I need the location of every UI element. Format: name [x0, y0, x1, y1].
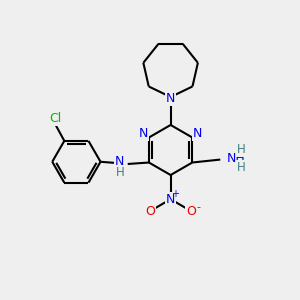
Text: H: H — [236, 161, 245, 174]
Text: Cl: Cl — [50, 112, 61, 125]
Text: N: N — [193, 128, 202, 140]
Text: H: H — [116, 166, 124, 179]
Text: N: N — [115, 155, 124, 168]
Text: +: + — [171, 189, 179, 199]
Text: H: H — [236, 143, 245, 156]
Text: N: N — [166, 193, 175, 206]
Text: -: - — [196, 202, 200, 212]
Text: O: O — [186, 205, 196, 218]
Text: NH: NH — [227, 152, 245, 165]
Text: N: N — [166, 92, 175, 105]
Text: O: O — [145, 205, 155, 218]
Text: N: N — [139, 128, 148, 140]
